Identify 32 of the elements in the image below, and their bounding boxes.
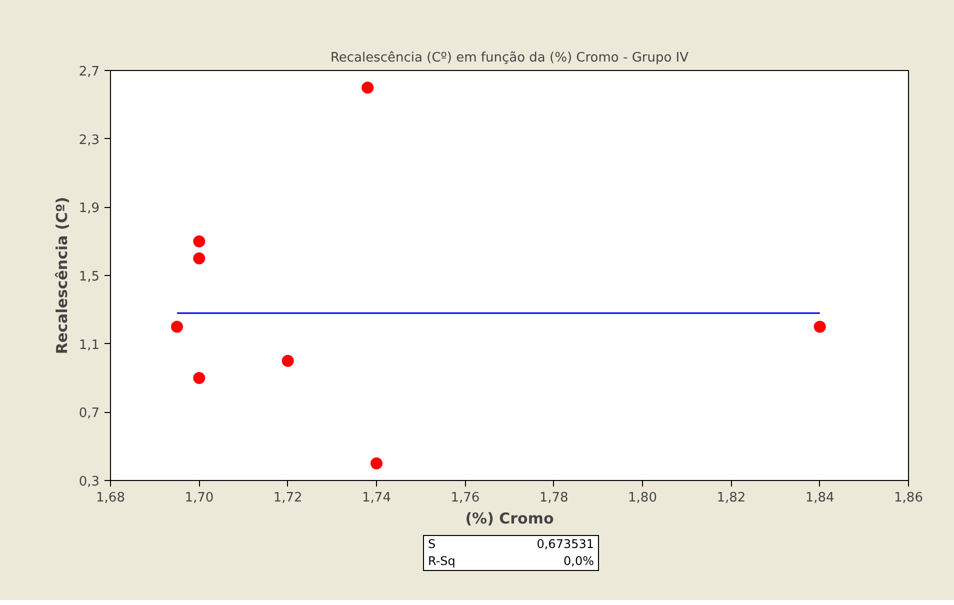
- point: [370, 457, 382, 470]
- x-tick-label: 1,80: [628, 490, 657, 506]
- y-tick-label: 1,1: [78, 338, 100, 353]
- x-tick-label: 1,84: [805, 490, 834, 506]
- point: [193, 252, 206, 264]
- point: [193, 372, 206, 384]
- x-tick-label: 1,68: [96, 490, 125, 506]
- x-tick-label: 1,78: [539, 490, 568, 506]
- text: 0,0%: [562, 553, 595, 570]
- x-tick-label: 1,82: [716, 490, 746, 506]
- x-tick-label: 1,86: [894, 490, 923, 506]
- point: [193, 235, 206, 248]
- x-axis-title: (%) Cromo: [465, 510, 554, 528]
- x-tick-label: 1,72: [273, 490, 302, 506]
- x-tick-label: 1,70: [184, 490, 214, 506]
- text: 0,673531: [536, 536, 595, 553]
- point: [362, 82, 374, 94]
- x-tick-label: 1,74: [362, 490, 391, 506]
- text: S: [427, 536, 437, 553]
- point: [171, 320, 183, 333]
- y-tick-label: 0,7: [78, 406, 100, 422]
- chart-title: Recalescência (Cº) em função da (%) Cromo - Grupo IV: [330, 50, 689, 66]
- point: [282, 354, 294, 367]
- y-axis-title: Recalescência (Cº): [52, 196, 71, 354]
- y-tick-label: 2,7: [78, 64, 100, 80]
- y-tick-label: 2,3: [78, 132, 100, 148]
- y-tick-label: 1,5: [78, 270, 100, 284]
- y-tick-label: 1,9: [78, 201, 100, 216]
- y-tick-label: 0,3: [78, 474, 100, 490]
- text: R-Sq: [427, 553, 456, 570]
- x-tick-label: 1,76: [450, 490, 480, 506]
- point: [814, 320, 826, 333]
